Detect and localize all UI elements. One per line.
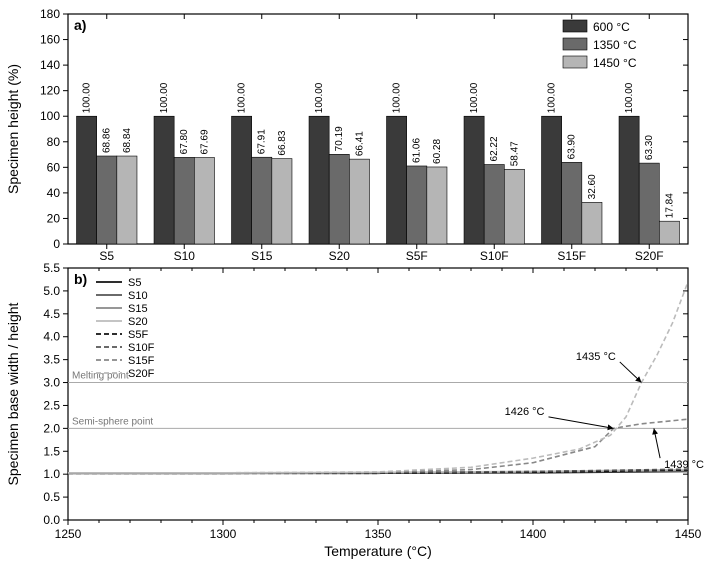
svg-text:40: 40 — [47, 186, 61, 200]
svg-text:67.80: 67.80 — [179, 129, 190, 154]
svg-text:S15: S15 — [128, 303, 148, 315]
svg-text:1439 °C: 1439 °C — [664, 459, 704, 471]
svg-text:S5F: S5F — [128, 329, 148, 341]
svg-text:66.83: 66.83 — [277, 130, 288, 155]
svg-text:120: 120 — [40, 84, 60, 98]
svg-text:1350: 1350 — [365, 527, 392, 541]
svg-text:S20: S20 — [329, 249, 351, 263]
svg-text:1435 °C: 1435 °C — [576, 351, 616, 363]
svg-text:67.69: 67.69 — [199, 129, 210, 154]
svg-text:80: 80 — [47, 135, 61, 149]
svg-text:4.0: 4.0 — [43, 330, 60, 344]
svg-text:68.84: 68.84 — [122, 128, 133, 153]
svg-text:S5F: S5F — [406, 249, 428, 263]
svg-text:Specimen height (%): Specimen height (%) — [5, 64, 21, 194]
svg-text:180: 180 — [40, 7, 60, 21]
svg-text:600 °C: 600 °C — [593, 20, 630, 34]
svg-text:S15F: S15F — [128, 355, 155, 367]
svg-text:1250: 1250 — [55, 527, 82, 541]
svg-text:140: 140 — [40, 58, 60, 72]
svg-text:100: 100 — [40, 109, 60, 123]
svg-text:100.00: 100.00 — [237, 82, 248, 113]
svg-text:2.0: 2.0 — [43, 421, 60, 435]
svg-text:1350 °C: 1350 °C — [593, 38, 637, 52]
svg-text:100.00: 100.00 — [547, 82, 558, 113]
svg-text:60: 60 — [47, 160, 61, 174]
svg-text:b): b) — [74, 271, 87, 287]
svg-text:100.00: 100.00 — [624, 82, 635, 113]
svg-text:2.5: 2.5 — [43, 398, 60, 412]
svg-text:160: 160 — [40, 33, 60, 47]
svg-text:S10: S10 — [128, 290, 148, 302]
svg-text:1.0: 1.0 — [43, 467, 60, 481]
svg-text:63.30: 63.30 — [644, 135, 655, 160]
svg-text:S20F: S20F — [635, 249, 664, 263]
svg-text:1400: 1400 — [520, 527, 547, 541]
svg-text:S15: S15 — [251, 249, 273, 263]
svg-text:3.5: 3.5 — [43, 353, 60, 367]
svg-text:100.00: 100.00 — [392, 82, 403, 113]
svg-text:3.0: 3.0 — [43, 376, 60, 390]
svg-text:70.19: 70.19 — [334, 126, 345, 151]
svg-text:a): a) — [74, 17, 86, 33]
svg-text:63.90: 63.90 — [567, 134, 578, 159]
svg-text:66.41: 66.41 — [354, 131, 365, 156]
svg-text:17.84: 17.84 — [664, 193, 675, 218]
svg-text:5.0: 5.0 — [43, 284, 60, 298]
svg-text:100.00: 100.00 — [314, 82, 325, 113]
chart-container: 0 20 40 60 80 100 120 140 160 180 Specimen height … — [0, 0, 708, 565]
svg-text:4.5: 4.5 — [43, 307, 60, 321]
svg-text:S5: S5 — [128, 277, 141, 289]
svg-text:5.5: 5.5 — [43, 261, 60, 275]
svg-text:100.00: 100.00 — [82, 82, 93, 113]
svg-text:S10F: S10F — [480, 249, 509, 263]
svg-text:100.00: 100.00 — [469, 82, 480, 113]
svg-text:1450: 1450 — [675, 527, 702, 541]
svg-text:0.0: 0.0 — [43, 513, 60, 527]
svg-text:20: 20 — [47, 211, 61, 225]
svg-text:Temperature (°C): Temperature (°C) — [324, 543, 432, 559]
svg-text:Semi-sphere point: Semi-sphere point — [72, 416, 153, 427]
svg-text:67.91: 67.91 — [257, 129, 268, 154]
svg-text:100.00: 100.00 — [159, 82, 170, 113]
chart-svg: 0 20 40 60 80 100 120 140 160 180 Specimen height … — [0, 0, 708, 565]
svg-text:1426 °C: 1426 °C — [505, 406, 545, 418]
svg-text:68.86: 68.86 — [102, 128, 113, 153]
svg-text:62.22: 62.22 — [489, 136, 500, 161]
svg-text:S20: S20 — [128, 316, 148, 328]
svg-text:32.60: 32.60 — [587, 174, 598, 199]
svg-text:1.5: 1.5 — [43, 444, 60, 458]
svg-text:0.5: 0.5 — [43, 490, 60, 504]
svg-text:1450 °C: 1450 °C — [593, 56, 637, 70]
svg-text:58.47: 58.47 — [509, 141, 520, 166]
svg-text:60.28: 60.28 — [432, 139, 443, 164]
svg-text:S10F: S10F — [128, 342, 155, 354]
svg-text:S10: S10 — [174, 249, 196, 263]
svg-text:S20F: S20F — [128, 368, 155, 380]
svg-text:0: 0 — [53, 237, 60, 251]
svg-text:1300: 1300 — [210, 527, 237, 541]
svg-text:Specimen base width / height: Specimen base width / height — [5, 302, 21, 485]
svg-text:61.06: 61.06 — [412, 138, 423, 163]
svg-text:S15F: S15F — [557, 249, 586, 263]
svg-text:S5: S5 — [99, 249, 114, 263]
